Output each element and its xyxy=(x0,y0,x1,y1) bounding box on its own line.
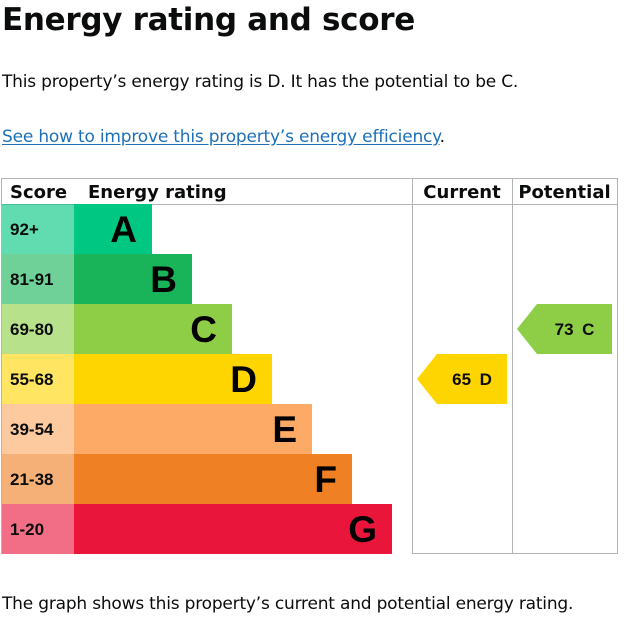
score-label-f: 21-38 xyxy=(10,470,53,489)
score-cell-g xyxy=(2,504,74,554)
rating-bar-a xyxy=(74,204,152,254)
graph-description: The graph shows this property’s current … xyxy=(2,594,574,614)
potential-rating-label: 73 C xyxy=(555,320,595,339)
energy-rating-chart: Score Energy rating Current Potential 92+ A 81… xyxy=(1,178,618,554)
score-label-a: 92+ xyxy=(10,220,39,239)
rating-letter-d: D xyxy=(230,359,257,400)
rating-letter-g: G xyxy=(348,509,377,550)
score-label-b: 81-91 xyxy=(10,270,53,289)
score-cell-f xyxy=(2,454,74,504)
score-label-d: 55-68 xyxy=(10,370,53,389)
rating-bar-f xyxy=(74,454,352,504)
score-cell-e xyxy=(2,404,74,454)
rating-bar-e xyxy=(74,404,312,454)
rating-bar-c xyxy=(74,304,232,354)
score-cell-d xyxy=(2,354,74,404)
rating-bar-b xyxy=(74,254,192,304)
header-score: Score xyxy=(10,182,67,203)
potential-rating-arrow xyxy=(517,304,612,354)
score-label-c: 69-80 xyxy=(10,320,53,339)
improve-link-line: See how to improve this property’s energ… xyxy=(2,125,445,149)
rating-letter-a: A xyxy=(110,209,137,250)
score-label-e: 39-54 xyxy=(10,420,54,439)
score-cell-a xyxy=(2,204,74,254)
rating-bar-g xyxy=(74,504,392,554)
rating-letter-f: F xyxy=(314,459,337,500)
rating-bar-d xyxy=(74,354,272,404)
score-label-g: 1-20 xyxy=(10,520,44,539)
current-rating-arrow xyxy=(417,354,507,404)
score-cell-c xyxy=(2,304,74,354)
improve-efficiency-link[interactable]: See how to improve this property’s energ… xyxy=(2,127,440,147)
header-potential: Potential xyxy=(518,182,610,203)
link-suffix: . xyxy=(439,127,445,147)
score-cell-b xyxy=(2,254,74,304)
current-rating-label: 65 D xyxy=(452,370,492,389)
rating-letter-c: C xyxy=(190,309,217,350)
page-title: Energy rating and score xyxy=(2,2,415,38)
rating-letter-e: E xyxy=(272,409,297,450)
rating-summary: This property’s energy rating is D. It h… xyxy=(2,72,519,92)
header-current: Current xyxy=(423,182,501,203)
rating-letter-b: B xyxy=(150,259,177,300)
header-energy-rating: Energy rating xyxy=(88,182,227,203)
